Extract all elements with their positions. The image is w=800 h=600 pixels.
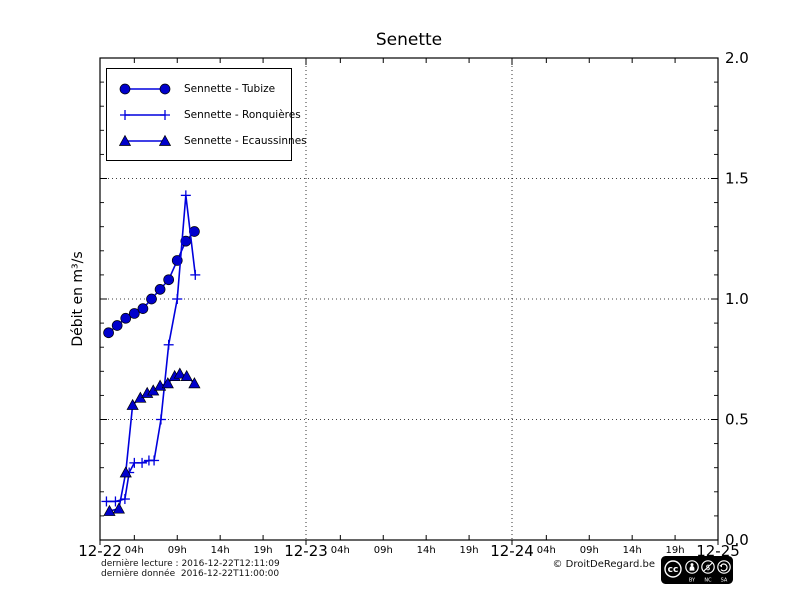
marker-triangle	[112, 502, 125, 514]
series-triangle	[103, 367, 201, 516]
x-hour-tick-label: 19h	[666, 545, 685, 556]
series-circle	[103, 226, 200, 339]
marker-triangle	[188, 377, 201, 389]
legend-item-ecaussinnes: Sennette - Ecaussinnes	[107, 128, 307, 154]
legend-marker-plus	[120, 110, 170, 120]
cc-nc-label: NC	[704, 577, 712, 583]
legend-marker-triangle	[118, 134, 172, 146]
cc-by-label: BY	[689, 577, 696, 583]
last-data-text: dernière donnée 2016-12-22T11:00:00	[101, 569, 280, 579]
chart-title: Senette	[375, 30, 443, 50]
marker-triangle	[180, 369, 193, 381]
series-line	[106, 195, 197, 503]
x-hour-tick-label: 14h	[623, 545, 642, 556]
marker-triangle	[103, 504, 116, 516]
legend-label: Sennette - Tubize	[184, 83, 276, 95]
cc-license-badge: cc $ BY NC SA	[661, 556, 733, 584]
legend-label: Sennette - Ronquières	[184, 109, 301, 121]
y-tick-label: 0.5	[725, 411, 749, 429]
x-hour-tick-label: 19h	[254, 545, 273, 556]
marker-circle	[137, 303, 149, 314]
marker-circle	[146, 293, 157, 305]
marker-circle	[103, 327, 114, 339]
cc-icon	[664, 560, 682, 578]
y-tick-label: 1.0	[725, 290, 749, 308]
marker-triangle	[173, 367, 186, 379]
x-hour-tick-label: 09h	[580, 545, 599, 556]
x-day-tick-label: 12-23	[284, 542, 328, 560]
marker-triangle	[161, 377, 174, 389]
x-day-tick-label: 12-24	[490, 542, 534, 560]
x-hour-tick-label: 14h	[417, 545, 436, 556]
legend: Sennette - Tubize Sennette - Ronquières …	[106, 68, 307, 161]
marker-triangle	[126, 398, 139, 410]
y-tick-label: 2.0	[725, 49, 749, 67]
x-hour-tick-label: 09h	[374, 545, 393, 556]
x-hour-tick-label: 19h	[460, 545, 479, 556]
copyright-text: © DroitDeRegard.be	[552, 559, 655, 570]
cc-sa-icon	[717, 560, 731, 574]
last-reading-text: dernière lecture : 2016-12-22T12:11:09	[101, 559, 280, 569]
marker-circle	[119, 83, 131, 95]
y-tick-label: 0.0	[725, 531, 749, 549]
marker-circle	[163, 274, 175, 286]
legend-item-ronquieres: Sennette - Ronquières	[107, 102, 301, 128]
marker-triangle	[158, 134, 172, 146]
marker-circle	[128, 308, 140, 319]
marker-circle	[111, 320, 123, 331]
legend-item-tubize: Sennette - Tubize	[107, 76, 291, 102]
y-tick-label: 1.5	[725, 170, 749, 188]
x-day-tick-label: 12-25	[696, 542, 740, 560]
x-hour-tick-label: 14h	[211, 545, 230, 556]
plot-border	[99, 57, 719, 541]
legend-label: Sennette - Ecaussinnes	[184, 135, 307, 147]
marker-circle	[159, 83, 171, 95]
x-hour-tick-label: 04h	[537, 545, 556, 556]
marker-circle	[154, 284, 166, 295]
cc-by-icon	[685, 560, 699, 574]
marker-triangle	[118, 134, 132, 146]
x-hour-tick-label: 09h	[168, 545, 187, 556]
x-hour-tick-label: 04h	[331, 545, 350, 556]
marker-triangle	[119, 466, 132, 478]
marker-circle	[120, 312, 132, 324]
cc-nc-icon: $	[701, 560, 715, 574]
x-hour-tick-label: 04h	[125, 545, 144, 556]
x-day-tick-label: 12-22	[78, 542, 122, 560]
legend-marker-circle	[119, 83, 171, 95]
cc-sa-label: SA	[721, 577, 728, 583]
cc-icon-text: cc	[668, 565, 679, 575]
